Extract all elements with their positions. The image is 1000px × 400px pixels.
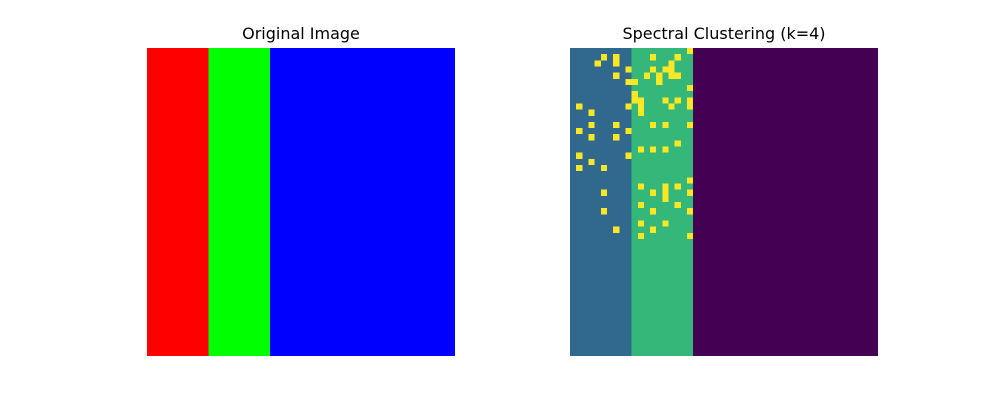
cluster-3-pixel (674, 140, 681, 147)
cluster-3-pixel (631, 78, 638, 85)
cluster-3-pixel (674, 72, 681, 79)
cluster-3-pixel (625, 78, 632, 85)
cluster-3-pixel (650, 189, 657, 196)
cluster-3-pixel (668, 66, 675, 73)
cluster-3-pixel (674, 97, 681, 104)
cluster-3-pixel (613, 226, 620, 233)
cluster-3-pixel (637, 232, 644, 239)
cluster-3-pixel (650, 208, 657, 215)
cluster-3-pixel (576, 103, 583, 110)
cluster-3-pixel (662, 195, 669, 202)
cluster-3-pixel (662, 189, 669, 196)
cluster-3-pixel (613, 121, 620, 129)
cluster-3-pixel (662, 220, 669, 227)
cluster-3-pixel (613, 134, 620, 141)
right-panel-title: Spectral Clustering (k=4) (622, 24, 826, 43)
cluster-3-pixel (588, 109, 595, 116)
cluster-3-pixel (687, 48, 694, 55)
cluster-3-pixel (687, 97, 694, 104)
cluster-3-pixel (656, 78, 663, 85)
cluster-3-pixel (637, 146, 644, 153)
cluster-3-pixel (637, 220, 644, 227)
cluster-3-pixel (613, 72, 620, 79)
cluster-3-pixel (687, 84, 694, 92)
cluster-3-pixel (687, 189, 694, 196)
original-image-panel (147, 48, 455, 356)
cluster-3-pixel (687, 103, 694, 110)
cluster-3-pixel (637, 202, 644, 209)
cluster-3-pixel (674, 183, 681, 190)
cluster-3-pixel (637, 97, 644, 104)
cluster-3-pixel (631, 91, 638, 98)
blue-region (270, 48, 455, 356)
cluster-3-pixel (687, 177, 694, 184)
cluster-3-pixel (631, 97, 638, 104)
cluster-3-pixel (600, 208, 607, 215)
cluster-3-pixel (613, 60, 620, 67)
cluster-3-pixel (674, 54, 681, 61)
cluster-3-pixel (594, 60, 601, 67)
cluster-3-pixel (650, 121, 657, 129)
cluster-3-pixel (643, 72, 651, 79)
cluster-3-pixel (576, 128, 583, 135)
cluster-3-pixel (600, 54, 607, 61)
cluster-3-pixel (588, 121, 595, 129)
cluster-3-pixel (625, 128, 632, 135)
spectral-clustering-panel (570, 48, 878, 356)
cluster-3-pixel (650, 54, 657, 61)
cluster-3-pixel (668, 72, 675, 79)
cluster-3-pixel (662, 121, 669, 129)
cluster-3-pixel (668, 60, 675, 67)
red-region (147, 48, 209, 356)
cluster-3-pixel (625, 103, 632, 110)
cluster-3-pixel (656, 72, 663, 79)
left-panel-title: Original Image (242, 24, 360, 43)
cluster-3-pixel (662, 183, 669, 190)
cluster-3-pixel (662, 66, 669, 73)
cluster-3-pixel (600, 189, 607, 196)
cluster-3-pixel (650, 146, 657, 153)
cluster-3-pixel (600, 165, 607, 172)
cluster-3-pixel (650, 226, 657, 233)
cluster-3-pixel (576, 165, 583, 172)
cluster-3-pixel (588, 134, 595, 141)
green-region (208, 48, 271, 356)
cluster-3-pixel (588, 158, 595, 166)
cluster-3-pixel (625, 66, 632, 73)
cluster-3-pixel (687, 232, 694, 239)
cluster-3-pixel (662, 97, 669, 104)
cluster-3-pixel (613, 54, 620, 61)
cluster-3-pixel (662, 146, 669, 153)
cluster-3-pixel (668, 103, 675, 110)
cluster-3-pixel (637, 103, 644, 110)
cluster-3-pixel (687, 121, 694, 129)
cluster-3-pixel (576, 152, 583, 159)
cluster-1-region (570, 48, 632, 356)
cluster-3-pixel (637, 183, 644, 190)
cluster-3-pixel (650, 66, 657, 73)
cluster-3-pixel (637, 109, 644, 116)
cluster-3-pixel (687, 208, 694, 215)
cluster-0-region (693, 48, 878, 356)
cluster-3-pixel (674, 202, 681, 209)
cluster-3-pixel (625, 152, 632, 159)
